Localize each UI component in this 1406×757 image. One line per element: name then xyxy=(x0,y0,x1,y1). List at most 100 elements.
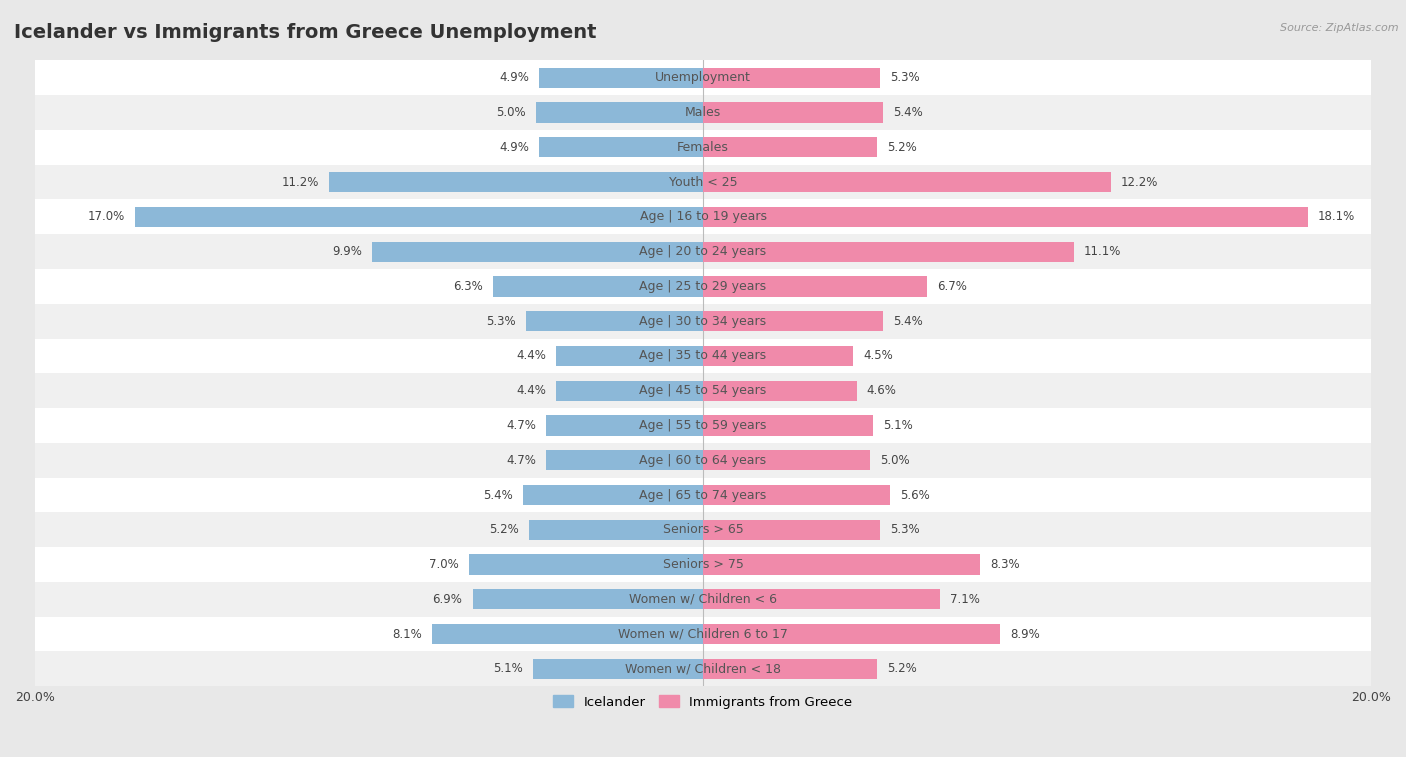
Text: 8.9%: 8.9% xyxy=(1011,628,1040,640)
Bar xyxy=(35,443,1371,478)
Bar xyxy=(35,269,1371,304)
Bar xyxy=(546,450,703,470)
Bar xyxy=(529,520,703,540)
Text: 9.9%: 9.9% xyxy=(332,245,363,258)
Bar xyxy=(35,234,1371,269)
Text: 18.1%: 18.1% xyxy=(1317,210,1355,223)
Text: Age | 35 to 44 years: Age | 35 to 44 years xyxy=(640,350,766,363)
Bar xyxy=(35,95,1371,130)
Text: Icelander vs Immigrants from Greece Unemployment: Icelander vs Immigrants from Greece Unem… xyxy=(14,23,596,42)
Bar xyxy=(35,61,1371,95)
Text: Age | 20 to 24 years: Age | 20 to 24 years xyxy=(640,245,766,258)
Text: 7.0%: 7.0% xyxy=(429,558,460,571)
Bar xyxy=(536,102,703,123)
Bar xyxy=(703,381,856,400)
Bar xyxy=(35,478,1371,512)
Text: Age | 30 to 34 years: Age | 30 to 34 years xyxy=(640,315,766,328)
Bar xyxy=(329,172,703,192)
Bar xyxy=(35,338,1371,373)
Text: Seniors > 75: Seniors > 75 xyxy=(662,558,744,571)
Bar xyxy=(555,381,703,400)
Bar xyxy=(533,659,703,679)
Bar xyxy=(35,512,1371,547)
Bar xyxy=(35,652,1371,687)
Bar xyxy=(35,200,1371,234)
Text: 11.2%: 11.2% xyxy=(281,176,319,188)
Bar xyxy=(35,304,1371,338)
Text: Women w/ Children < 6: Women w/ Children < 6 xyxy=(628,593,778,606)
Bar xyxy=(703,67,880,88)
Text: 5.0%: 5.0% xyxy=(496,106,526,119)
Text: 5.6%: 5.6% xyxy=(900,488,929,502)
Bar xyxy=(546,416,703,435)
Bar xyxy=(433,624,703,644)
Bar xyxy=(135,207,703,227)
Bar xyxy=(703,554,980,575)
Bar xyxy=(703,659,877,679)
Text: Age | 55 to 59 years: Age | 55 to 59 years xyxy=(640,419,766,432)
Text: Age | 65 to 74 years: Age | 65 to 74 years xyxy=(640,488,766,502)
Text: 5.4%: 5.4% xyxy=(893,315,924,328)
Bar xyxy=(540,137,703,157)
Text: 6.3%: 6.3% xyxy=(453,280,482,293)
Bar xyxy=(703,172,1111,192)
Text: 7.1%: 7.1% xyxy=(950,593,980,606)
Text: Women w/ Children 6 to 17: Women w/ Children 6 to 17 xyxy=(619,628,787,640)
Bar xyxy=(703,416,873,435)
Text: 6.7%: 6.7% xyxy=(936,280,967,293)
Text: Women w/ Children < 18: Women w/ Children < 18 xyxy=(626,662,780,675)
Bar xyxy=(470,554,703,575)
Bar xyxy=(703,241,1074,262)
Text: 4.4%: 4.4% xyxy=(516,385,546,397)
Text: 8.1%: 8.1% xyxy=(392,628,422,640)
Text: Source: ZipAtlas.com: Source: ZipAtlas.com xyxy=(1281,23,1399,33)
Text: 5.1%: 5.1% xyxy=(494,662,523,675)
Text: 5.3%: 5.3% xyxy=(486,315,516,328)
Text: 11.1%: 11.1% xyxy=(1084,245,1121,258)
Text: 12.2%: 12.2% xyxy=(1121,176,1159,188)
Text: 5.1%: 5.1% xyxy=(883,419,912,432)
Text: 4.4%: 4.4% xyxy=(516,350,546,363)
Bar xyxy=(526,311,703,332)
Text: Age | 60 to 64 years: Age | 60 to 64 years xyxy=(640,453,766,467)
Text: 8.3%: 8.3% xyxy=(990,558,1019,571)
Bar xyxy=(35,130,1371,165)
Bar xyxy=(35,165,1371,200)
Text: Age | 16 to 19 years: Age | 16 to 19 years xyxy=(640,210,766,223)
Bar xyxy=(35,408,1371,443)
Text: Age | 25 to 29 years: Age | 25 to 29 years xyxy=(640,280,766,293)
Text: Age | 45 to 54 years: Age | 45 to 54 years xyxy=(640,385,766,397)
Text: Seniors > 65: Seniors > 65 xyxy=(662,523,744,536)
Bar xyxy=(35,373,1371,408)
Bar xyxy=(703,276,927,297)
Text: 4.7%: 4.7% xyxy=(506,453,536,467)
Bar xyxy=(373,241,703,262)
Bar xyxy=(703,102,883,123)
Bar xyxy=(703,624,1000,644)
Text: 5.3%: 5.3% xyxy=(890,71,920,84)
Text: 5.2%: 5.2% xyxy=(887,141,917,154)
Text: Youth < 25: Youth < 25 xyxy=(669,176,737,188)
Text: 5.0%: 5.0% xyxy=(880,453,910,467)
Text: 5.4%: 5.4% xyxy=(482,488,513,502)
Text: 4.5%: 4.5% xyxy=(863,350,893,363)
Text: Females: Females xyxy=(678,141,728,154)
Text: 17.0%: 17.0% xyxy=(89,210,125,223)
Text: 5.2%: 5.2% xyxy=(489,523,519,536)
Text: 4.6%: 4.6% xyxy=(866,385,897,397)
Bar xyxy=(523,485,703,505)
Bar xyxy=(703,520,880,540)
Text: 5.4%: 5.4% xyxy=(893,106,924,119)
Text: 5.2%: 5.2% xyxy=(887,662,917,675)
Bar xyxy=(703,589,941,609)
Bar xyxy=(555,346,703,366)
Text: 4.7%: 4.7% xyxy=(506,419,536,432)
Text: 4.9%: 4.9% xyxy=(499,71,529,84)
Bar xyxy=(703,137,877,157)
Bar xyxy=(703,485,890,505)
Bar xyxy=(492,276,703,297)
Text: 5.3%: 5.3% xyxy=(890,523,920,536)
Bar xyxy=(35,582,1371,617)
Bar xyxy=(703,346,853,366)
Text: 6.9%: 6.9% xyxy=(433,593,463,606)
